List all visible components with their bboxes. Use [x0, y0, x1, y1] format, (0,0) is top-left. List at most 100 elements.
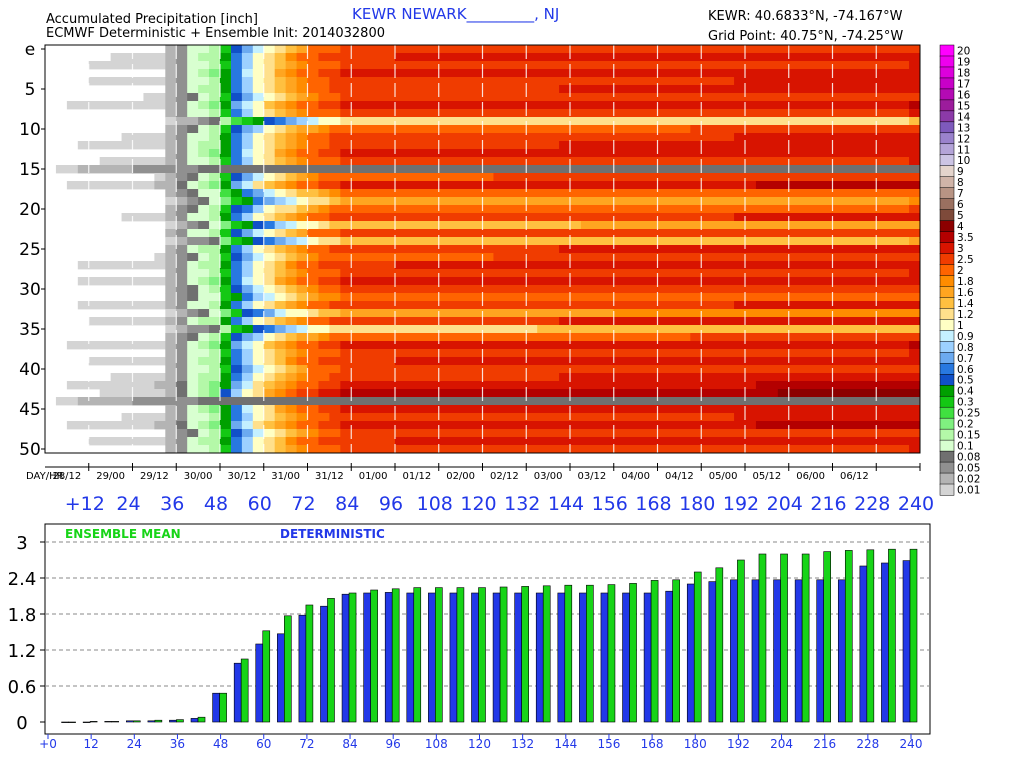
- heatmap-cell: [220, 189, 232, 198]
- heatmap-cell: [318, 405, 341, 414]
- heatmap-cell: [274, 213, 287, 222]
- heatmap-cell: [296, 229, 308, 238]
- heatmap-cell: [274, 85, 287, 94]
- bar-x-tick-label: 216: [813, 737, 836, 751]
- deterministic-bar: [514, 592, 522, 723]
- heatmap-cell: [230, 301, 243, 310]
- ensemble-mean-bar: [737, 559, 745, 723]
- heatmap-cell: [318, 261, 396, 270]
- heatmap-cell: [176, 189, 188, 198]
- ensemble-mean-bar: [844, 550, 853, 723]
- heatmap-cell: [220, 277, 232, 286]
- day-hr-tick-label: 04/00: [621, 471, 650, 482]
- heatmap-cell: [340, 429, 921, 438]
- forecast-hour-tick-label: 168: [635, 493, 671, 515]
- heatmap-cell: [296, 317, 308, 326]
- colorbar-label: 18: [957, 67, 970, 79]
- forecast-hour-tick-label: +12: [65, 493, 105, 515]
- station-coords: KEWR: 40.6833°N, -74.167°W: [708, 9, 903, 24]
- heatmap-cell: [263, 421, 276, 430]
- heatmap-cell: [154, 181, 177, 190]
- colorbar-label: 0.6: [957, 364, 974, 376]
- ensemble-mean-bar: [284, 615, 292, 723]
- heatmap-cell: [909, 61, 921, 70]
- heatmap-cell: [187, 405, 199, 414]
- heatmap-cell: [165, 341, 177, 350]
- heatmap-cell: [263, 173, 276, 182]
- heatmap-cell: [318, 293, 341, 302]
- heatmap-cell: [263, 269, 276, 278]
- heatmap-cell: [263, 429, 276, 438]
- colorbar-swatch: [939, 264, 955, 277]
- heatmap-cell: [285, 293, 297, 302]
- colorbar-label: 1.6: [957, 287, 974, 299]
- heatmap-cell: [241, 133, 254, 142]
- heatmap-cell: [241, 125, 254, 134]
- heatmap-cell: [230, 373, 243, 382]
- heatmap-cell: [340, 157, 910, 166]
- heatmap-cell: [274, 133, 287, 142]
- heatmap-cell: [285, 325, 297, 334]
- heatmap-cell: [252, 173, 265, 182]
- heatmap-cell: [241, 237, 254, 246]
- colorbar-label: 20: [957, 45, 970, 57]
- heatmap-cell: [340, 197, 910, 206]
- heatmap-cell: [274, 141, 287, 150]
- heatmap-cell: [252, 365, 265, 374]
- heatmap-cell: [252, 229, 265, 238]
- colorbar-swatch: [939, 77, 955, 90]
- heatmap-cell: [77, 141, 166, 150]
- heatmap-cell: [252, 357, 265, 366]
- heatmap-cell: [220, 101, 232, 110]
- heatmap-cell: [176, 101, 188, 110]
- heatmap-cell: [263, 365, 276, 374]
- heatmap-cell: [263, 389, 276, 398]
- heatmap-cell: [734, 77, 921, 86]
- colorbar-label: 0.15: [957, 430, 980, 442]
- heatmap-cell: [285, 45, 297, 54]
- heatmap-cell: [329, 205, 910, 214]
- heatmap-cell: [252, 149, 265, 158]
- heatmap-cell: [285, 85, 297, 94]
- colorbar-label: 0.2: [957, 419, 974, 431]
- heatmap-cell: [77, 397, 133, 406]
- colorbar-swatch: [939, 143, 955, 156]
- heatmap-cell: [296, 429, 308, 438]
- heatmap-cell: [307, 429, 319, 438]
- heatmap-cell: [263, 141, 276, 150]
- bar-x-tick-label: 96: [386, 737, 401, 751]
- heatmap-cell: [77, 261, 166, 270]
- colorbar-swatch: [939, 209, 955, 222]
- heatmap-cell: [285, 117, 297, 126]
- heatmap-cell: [187, 125, 199, 134]
- heatmap-cell: [263, 445, 276, 454]
- heatmap-cell: [285, 61, 297, 70]
- heatmap-cell: [285, 133, 297, 142]
- heatmap-cell: [165, 413, 177, 422]
- heatmap-cell: [307, 325, 330, 334]
- heatmap-cell: [252, 69, 265, 78]
- heatmap-cell: [285, 373, 297, 382]
- heatmap-cell: [209, 101, 221, 110]
- heatmap-cell: [230, 189, 243, 198]
- heatmap-cell: [220, 437, 232, 446]
- bar-x-tick-label: +0: [39, 737, 57, 751]
- heatmap-cell: [121, 413, 166, 422]
- heatmap-cell: [296, 133, 308, 142]
- heatmap-cell: [285, 53, 297, 62]
- heatmap-cell: [176, 61, 188, 70]
- heatmap-cell: [198, 173, 210, 182]
- heatmap-cell: [340, 149, 921, 158]
- heatmap-cell: [285, 429, 297, 438]
- heatmap-cell: [198, 277, 210, 286]
- heatmap-cell: [187, 253, 199, 262]
- heatmap-cell: [274, 117, 287, 126]
- heatmap-cell: [176, 85, 188, 94]
- colorbar-label: 1.4: [957, 298, 974, 310]
- heatmap-cell: [252, 181, 265, 190]
- heatmap-cell: [187, 317, 199, 326]
- heatmap-cell: [165, 173, 177, 182]
- heatmap-cell: [241, 245, 254, 254]
- heatmap-cell: [220, 221, 232, 230]
- heatmap-cell: [493, 253, 921, 262]
